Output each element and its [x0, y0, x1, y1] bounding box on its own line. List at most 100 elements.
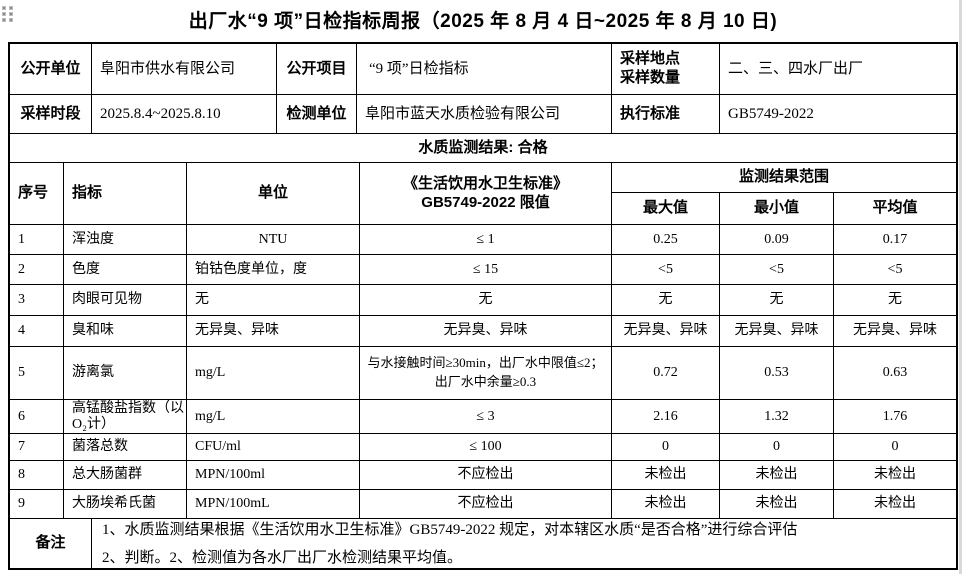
cell-unit: 铂钴色度单位，度	[187, 255, 360, 284]
cell-avg: 未检出	[874, 496, 916, 512]
sampling-site-count-label: 采样地点 采样数量	[612, 44, 720, 94]
cell-max: 未检出	[612, 461, 720, 489]
sampling-period-label: 采样时段	[10, 95, 92, 133]
cell-seq: 8	[10, 461, 64, 489]
table-row: 1 浑浊度 NTU ≤ 1 0.25 0.09 0.17	[10, 225, 956, 255]
header-limit-line1: 《生活饮用水卫生标准》	[402, 174, 568, 192]
cell-limit: ≤ 15	[360, 255, 612, 284]
cell-limit: 不应检出	[360, 461, 612, 489]
cell-limit: ≤ 3	[360, 400, 612, 433]
drag-dot	[2, 12, 6, 16]
cell-limit: ≤ 1	[360, 225, 612, 254]
standard-value: GB5749-2022	[728, 105, 814, 122]
cell-indicator: 肉眼可见物	[64, 285, 187, 315]
testing-unit-label: 检测单位	[277, 95, 357, 133]
header-no: 序号	[10, 163, 64, 224]
cell-max: 无异臭、异味	[612, 316, 720, 346]
cell-seq: 1	[10, 225, 64, 254]
drag-dot	[2, 18, 6, 22]
cell-indicator: 色度	[64, 255, 187, 284]
cell-limit: 与水接触时间≥30min，出厂水中限值≤2；出厂水中余量≥0.3	[360, 347, 612, 399]
cell-unit: mg/L	[187, 400, 360, 433]
header-range: 监测结果范围	[612, 163, 956, 193]
standard-label: 执行标准	[612, 95, 720, 133]
table-row: 5 游离氯 mg/L 与水接触时间≥30min，出厂水中限值≤2；出厂水中余量≥…	[10, 347, 956, 400]
publish-unit-value: 阜阳市供水有限公司	[92, 44, 277, 94]
monitoring-result: 水质监测结果: 合格	[418, 138, 548, 156]
cell-indicator: 大肠埃希氏菌	[64, 490, 187, 518]
cell-avg: 未检出	[874, 467, 916, 483]
publish-item-value: “9 项”日检指标	[357, 44, 612, 94]
cell-avg: 0	[891, 439, 899, 455]
info-row-1: 公开单位 阜阳市供水有限公司 公开项目 “9 项”日检指标 采样地点 采样数量 …	[10, 44, 956, 95]
result-row: 水质监测结果: 合格	[10, 134, 956, 163]
table-row: 8 总大肠菌群 MPN/100ml 不应检出 未检出 未检出 未检出	[10, 461, 956, 490]
header-max: 最大值	[612, 193, 720, 224]
cell-unit: CFU/ml	[187, 434, 360, 460]
table-row: 4 臭和味 无异臭、异味 无异臭、异味 无异臭、异味 无异臭、异味 无异臭、异味	[10, 316, 956, 347]
sampling-count-label: 采样数量	[620, 69, 681, 86]
publish-item-label: 公开项目	[277, 44, 357, 94]
notes-label: 备注	[10, 519, 92, 568]
cell-indicator: 高锰酸盐指数（以O₂计）	[64, 400, 187, 433]
cell-seq: 7	[10, 434, 64, 460]
cell-seq: 9	[10, 490, 64, 518]
cell-avg: 无异臭、异味	[853, 323, 937, 339]
cell-unit: 无异臭、异味	[187, 316, 360, 346]
drag-dot	[9, 18, 13, 22]
notes-row: 备注 1、水质监测结果根据《生活饮用水卫生标准》GB5749-2022 规定，对…	[10, 519, 956, 568]
sampling-period-value: 2025.8.4~2025.8.10	[92, 95, 277, 133]
notes-content: 1、水质监测结果根据《生活饮用水卫生标准》GB5749-2022 规定，对本辖区…	[92, 519, 956, 568]
header-avg: 平均值	[872, 199, 918, 217]
cell-indicator: 总大肠菌群	[64, 461, 187, 489]
report-table: 公开单位 阜阳市供水有限公司 公开项目 “9 项”日检指标 采样地点 采样数量 …	[8, 42, 958, 570]
cell-max: 0	[612, 434, 720, 460]
cell-unit: NTU	[187, 225, 360, 254]
cell-min: 0.53	[720, 347, 834, 399]
cell-avg: 1.76	[882, 408, 908, 424]
table-row: 6 高锰酸盐指数（以O₂计） mg/L ≤ 3 2.16 1.32 1.76	[10, 400, 956, 434]
header-range-group: 监测结果范围 最大值 最小值 平均值	[612, 163, 956, 224]
table-row: 9 大肠埃希氏菌 MPN/100mL 不应检出 未检出 未检出 未检出	[10, 490, 956, 519]
header-limit: 《生活饮用水卫生标准》 GB5749-2022 限值	[360, 163, 612, 224]
header-unit: 单位	[187, 163, 360, 224]
cell-avg: <5	[887, 261, 903, 277]
cell-indicator: 游离氯	[64, 347, 187, 399]
cell-unit: 无	[187, 285, 360, 315]
drag-dot	[9, 6, 13, 10]
sampling-site-label: 采样地点	[620, 50, 681, 68]
table-row: 2 色度 铂钴色度单位，度 ≤ 15 <5 <5 <5	[10, 255, 956, 285]
cell-max: 0.25	[612, 225, 720, 254]
testing-unit-value: 阜阳市蓝天水质检验有限公司	[357, 95, 612, 133]
header-row: 序号 指标 单位 《生活饮用水卫生标准》 GB5749-2022 限值 监测结果…	[10, 163, 956, 225]
cell-limit: 无异臭、异味	[360, 316, 612, 346]
publish-unit-label: 公开单位	[10, 44, 92, 94]
cell-avg: 0.17	[882, 231, 908, 247]
cell-indicator: 浑浊度	[64, 225, 187, 254]
notes-line-2: 2、判断。2、检测值为各水厂出厂水检测结果平均值。	[102, 549, 463, 566]
window-edge	[959, 0, 962, 574]
sampling-site-value: 二、三、四水厂出厂	[728, 60, 864, 77]
cell-max: 2.16	[612, 400, 720, 433]
header-min: 最小值	[720, 193, 834, 224]
header-indicator: 指标	[64, 163, 187, 224]
cell-seq: 4	[10, 316, 64, 346]
cell-min: 未检出	[720, 490, 834, 518]
cell-indicator: 菌落总数	[64, 434, 187, 460]
cell-min: 0	[720, 434, 834, 460]
report-title: 出厂水“9 项”日检指标周报（2025 年 8 月 4 日~2025 年 8 月…	[188, 11, 778, 32]
cell-limit: ≤ 100	[360, 434, 612, 460]
cell-seq: 2	[10, 255, 64, 284]
cell-unit: MPN/100mL	[187, 490, 360, 518]
cell-min: <5	[720, 255, 834, 284]
drag-dot	[2, 6, 6, 10]
table-drag-handle-icon[interactable]	[2, 6, 14, 23]
cell-min: 无异臭、异味	[720, 316, 834, 346]
cell-min: 未检出	[720, 461, 834, 489]
cell-min: 无	[720, 285, 834, 315]
cell-max: <5	[612, 255, 720, 284]
cell-avg: 0.63	[882, 365, 908, 381]
cell-unit: MPN/100ml	[187, 461, 360, 489]
cell-avg: 无	[888, 292, 902, 308]
table-row: 7 菌落总数 CFU/ml ≤ 100 0 0 0	[10, 434, 956, 461]
